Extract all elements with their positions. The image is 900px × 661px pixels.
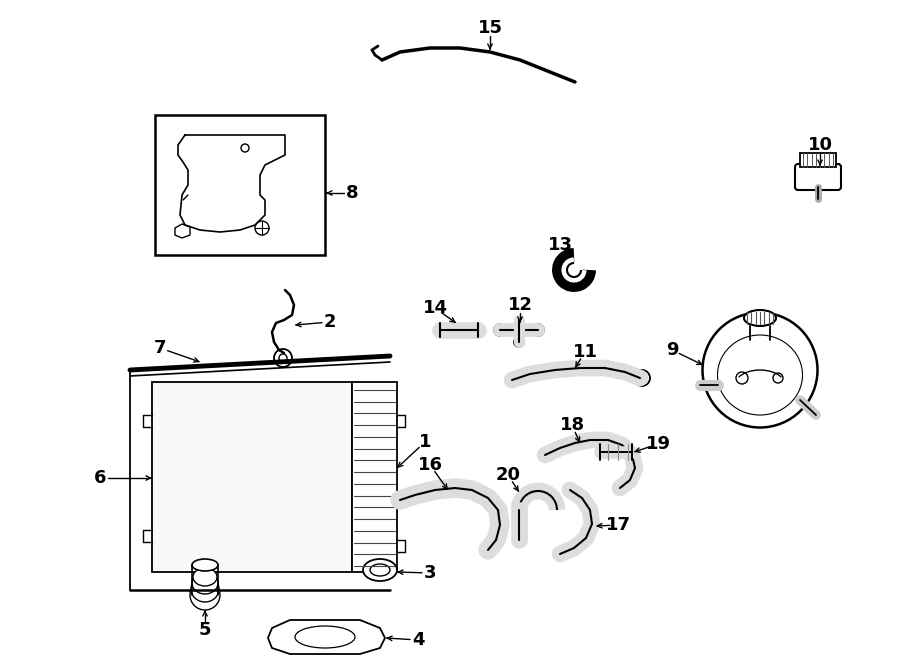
Text: 4: 4 bbox=[412, 631, 424, 649]
Ellipse shape bbox=[191, 576, 219, 602]
Text: 3: 3 bbox=[424, 564, 436, 582]
Bar bbox=[152, 382, 352, 572]
Ellipse shape bbox=[363, 559, 397, 581]
Text: 6: 6 bbox=[94, 469, 106, 487]
Ellipse shape bbox=[192, 559, 218, 571]
Text: 10: 10 bbox=[807, 136, 833, 154]
Text: 12: 12 bbox=[508, 296, 533, 314]
Ellipse shape bbox=[703, 313, 817, 428]
Text: 16: 16 bbox=[418, 456, 443, 474]
Text: 2: 2 bbox=[324, 313, 337, 331]
Text: 19: 19 bbox=[645, 435, 670, 453]
Polygon shape bbox=[268, 620, 385, 654]
Circle shape bbox=[634, 370, 650, 386]
Text: 17: 17 bbox=[606, 516, 631, 534]
Text: 14: 14 bbox=[422, 299, 447, 317]
Text: 11: 11 bbox=[572, 343, 598, 361]
Text: 13: 13 bbox=[547, 236, 572, 254]
Circle shape bbox=[736, 372, 748, 384]
Text: 1: 1 bbox=[418, 433, 431, 451]
Text: 5: 5 bbox=[199, 621, 212, 639]
Text: 20: 20 bbox=[496, 466, 520, 484]
Text: 18: 18 bbox=[560, 416, 585, 434]
Ellipse shape bbox=[190, 580, 220, 610]
Text: 9: 9 bbox=[666, 341, 679, 359]
Text: 15: 15 bbox=[478, 19, 502, 37]
Circle shape bbox=[494, 324, 506, 336]
Bar bbox=[155, 115, 325, 255]
FancyBboxPatch shape bbox=[795, 164, 841, 190]
Ellipse shape bbox=[744, 310, 776, 326]
Text: 7: 7 bbox=[154, 339, 166, 357]
Ellipse shape bbox=[192, 572, 218, 594]
Circle shape bbox=[514, 337, 524, 347]
Ellipse shape bbox=[193, 568, 217, 586]
Circle shape bbox=[773, 373, 783, 383]
Text: 8: 8 bbox=[346, 184, 358, 202]
Bar bbox=[352, 382, 397, 572]
Circle shape bbox=[532, 324, 544, 336]
Bar bbox=[800, 153, 836, 167]
